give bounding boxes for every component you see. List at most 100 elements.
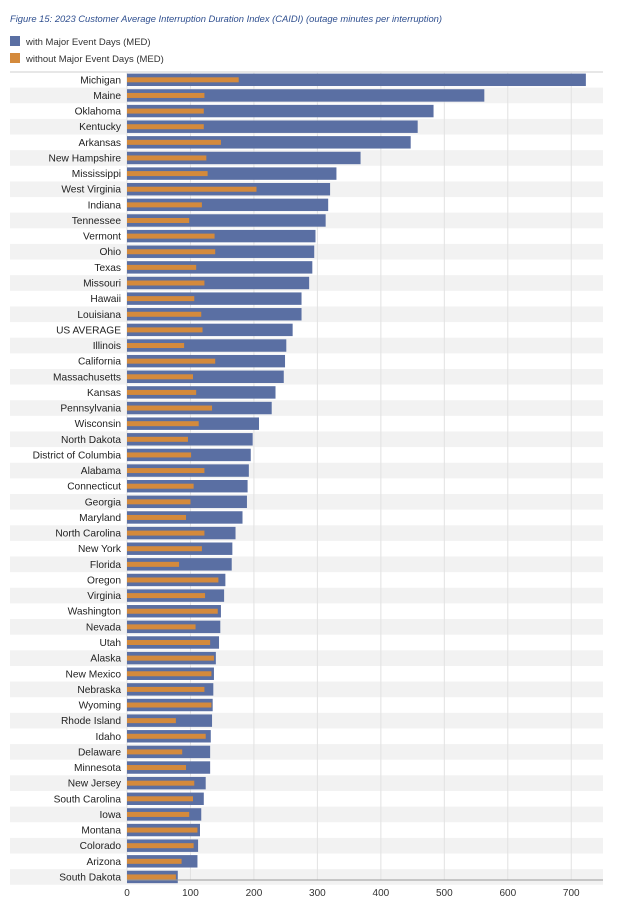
bar-without-med xyxy=(127,546,202,552)
bar-without-med xyxy=(127,577,219,583)
category-label: Idaho xyxy=(96,732,122,743)
bar-with-med xyxy=(127,558,232,571)
bar-without-med xyxy=(127,311,202,317)
category-label: Wyoming xyxy=(79,701,122,712)
bar-with-med xyxy=(127,198,329,212)
bar-with-med xyxy=(127,151,361,165)
category-label: US AVERAGE xyxy=(56,325,121,336)
x-tick-label: 400 xyxy=(373,888,390,899)
category-label: Utah xyxy=(99,638,121,649)
category-label: North Carolina xyxy=(55,529,121,540)
category-label: New York xyxy=(78,544,122,555)
bar-without-med xyxy=(127,858,182,864)
category-labels: Michigan Maine Oklahoma Kentucky Arkansas New… xyxy=(33,75,122,883)
bar-without-med xyxy=(127,796,194,802)
bar-without-med xyxy=(127,561,180,567)
category-label: Delaware xyxy=(78,747,121,758)
bar-without-med xyxy=(127,874,176,880)
bar-without-med xyxy=(127,249,216,255)
bar-with-med xyxy=(127,120,418,133)
category-label: North Dakota xyxy=(61,435,121,446)
category-label: Oregon xyxy=(87,575,121,586)
bar-without-med xyxy=(127,108,204,114)
category-label: Minnesota xyxy=(74,763,121,774)
legend-label-with-med: with Major Event Days (MED) xyxy=(25,37,151,48)
bars xyxy=(127,73,586,884)
bar-without-med xyxy=(127,686,205,692)
category-label: Texas xyxy=(94,263,121,274)
bar-without-med xyxy=(127,327,203,333)
legend: with Major Event Days (MED) without Majo… xyxy=(10,36,164,65)
bar-without-med xyxy=(127,639,211,645)
bar-without-med xyxy=(127,765,187,771)
x-tick-label: 0 xyxy=(124,888,130,899)
bar-with-med xyxy=(127,136,411,149)
bar-without-med xyxy=(127,749,183,755)
bar-with-med xyxy=(127,339,287,352)
bar-without-med xyxy=(127,264,197,270)
category-label: Florida xyxy=(90,560,121,571)
x-tick-label: 700 xyxy=(563,888,580,899)
category-label: Indiana xyxy=(88,200,122,211)
bar-without-med xyxy=(127,624,196,630)
bar-without-med xyxy=(127,280,205,286)
bar-without-med xyxy=(127,389,197,395)
bar-with-med xyxy=(127,261,313,274)
bar-with-med xyxy=(127,276,310,290)
bar-without-med xyxy=(127,468,205,474)
category-label: Mississippi xyxy=(72,169,121,180)
bar-with-med xyxy=(127,214,326,227)
bar-without-med xyxy=(127,405,213,411)
category-label: Oklahoma xyxy=(75,107,122,118)
category-label: Iowa xyxy=(99,810,121,821)
category-label: Nebraska xyxy=(77,685,121,696)
category-label: Nevada xyxy=(86,622,121,633)
bar-without-med xyxy=(127,374,194,380)
bar-without-med xyxy=(127,827,198,833)
category-label: California xyxy=(78,357,121,368)
x-tick-label: 300 xyxy=(309,888,326,899)
category-label: West Virginia xyxy=(61,185,121,196)
x-tick-label: 600 xyxy=(499,888,516,899)
bar-with-med xyxy=(127,323,293,337)
category-label: Alaska xyxy=(90,654,121,665)
x-tick-label: 200 xyxy=(246,888,263,899)
bar-without-med xyxy=(127,843,194,849)
bar-with-med xyxy=(127,433,253,446)
bar-without-med xyxy=(127,92,205,98)
bar-without-med xyxy=(127,436,188,442)
category-label: Maine xyxy=(93,91,121,102)
legend-swatch-without-med xyxy=(10,53,20,63)
category-label: Kansas xyxy=(87,388,121,399)
category-label: South Dakota xyxy=(59,872,121,883)
bar-without-med xyxy=(127,358,216,364)
bar-without-med xyxy=(127,702,212,708)
category-label: Georgia xyxy=(85,497,122,508)
category-label: Kentucky xyxy=(79,122,122,133)
bar-with-med xyxy=(127,167,337,180)
legend-label-without-med: without Major Event Days (MED) xyxy=(25,54,164,65)
category-label: Alabama xyxy=(81,466,122,477)
legend-swatch-with-med xyxy=(10,36,20,46)
bar-without-med xyxy=(127,171,208,177)
category-label: Michigan xyxy=(80,75,121,86)
x-tick-label: 500 xyxy=(436,888,453,899)
category-label: Tennessee xyxy=(72,216,122,227)
x-tick-label: 100 xyxy=(182,888,199,899)
bar-without-med xyxy=(127,811,190,817)
bar-with-med xyxy=(127,386,276,399)
x-axis-ticks: 0 100 200 300 400 500 600 700 xyxy=(124,888,580,899)
bar-without-med xyxy=(127,202,202,208)
category-label: Arizona xyxy=(86,857,121,868)
category-label: New Jersey xyxy=(68,779,122,790)
category-label: New Mexico xyxy=(66,669,122,680)
category-label: Wisconsin xyxy=(75,419,121,430)
category-label: Virginia xyxy=(87,591,121,602)
bar-with-med xyxy=(127,89,485,102)
category-label: Connecticut xyxy=(67,482,121,493)
category-label: Montana xyxy=(81,826,121,837)
category-label: Hawaii xyxy=(90,294,121,305)
category-label: Vermont xyxy=(83,232,121,243)
bar-without-med xyxy=(127,124,204,130)
